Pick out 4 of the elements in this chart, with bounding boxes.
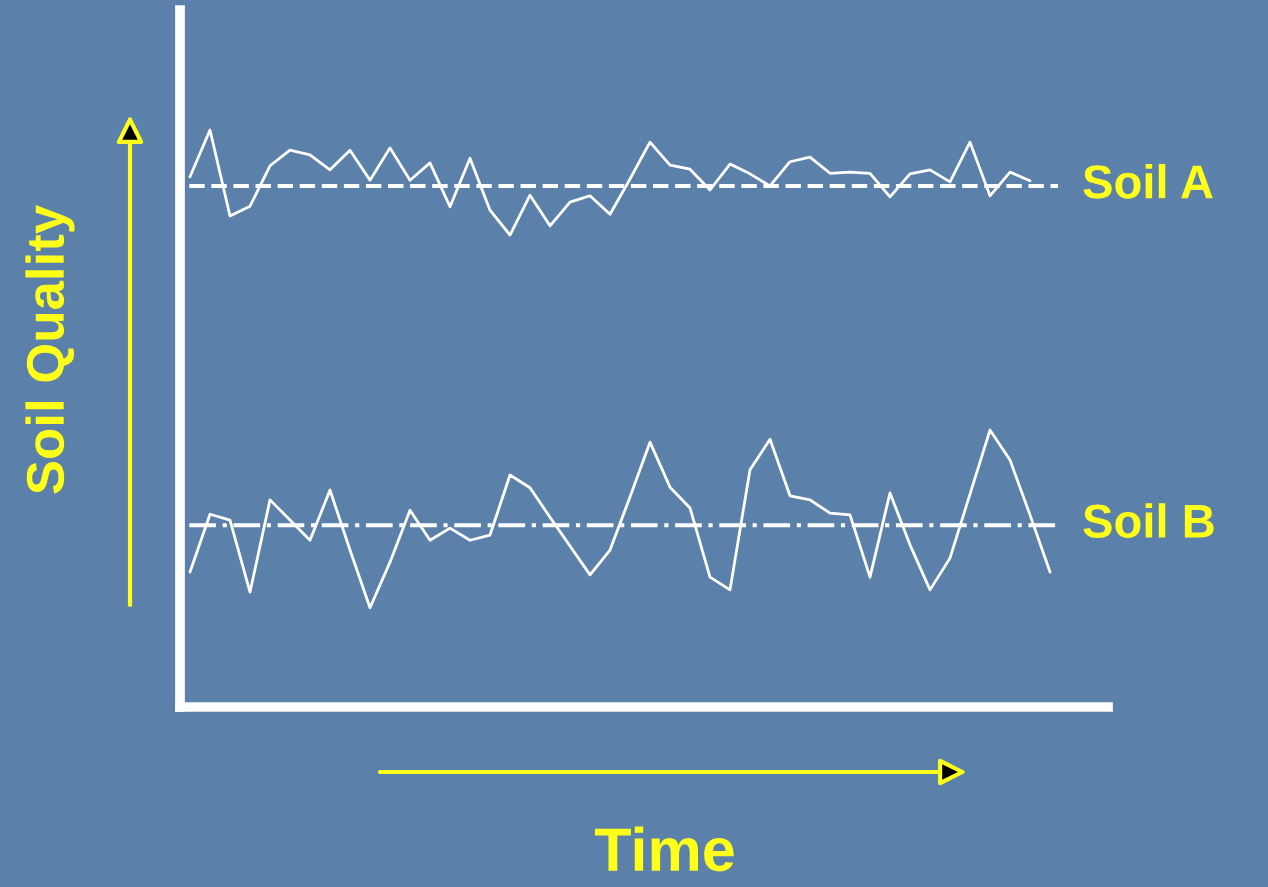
x-axis-title: Time <box>594 826 734 872</box>
y-axis-title: Soil Quality <box>25 205 75 494</box>
ref-line-label: Soil B <box>1083 503 1214 538</box>
ref-line-label: Soil A <box>1083 163 1213 199</box>
